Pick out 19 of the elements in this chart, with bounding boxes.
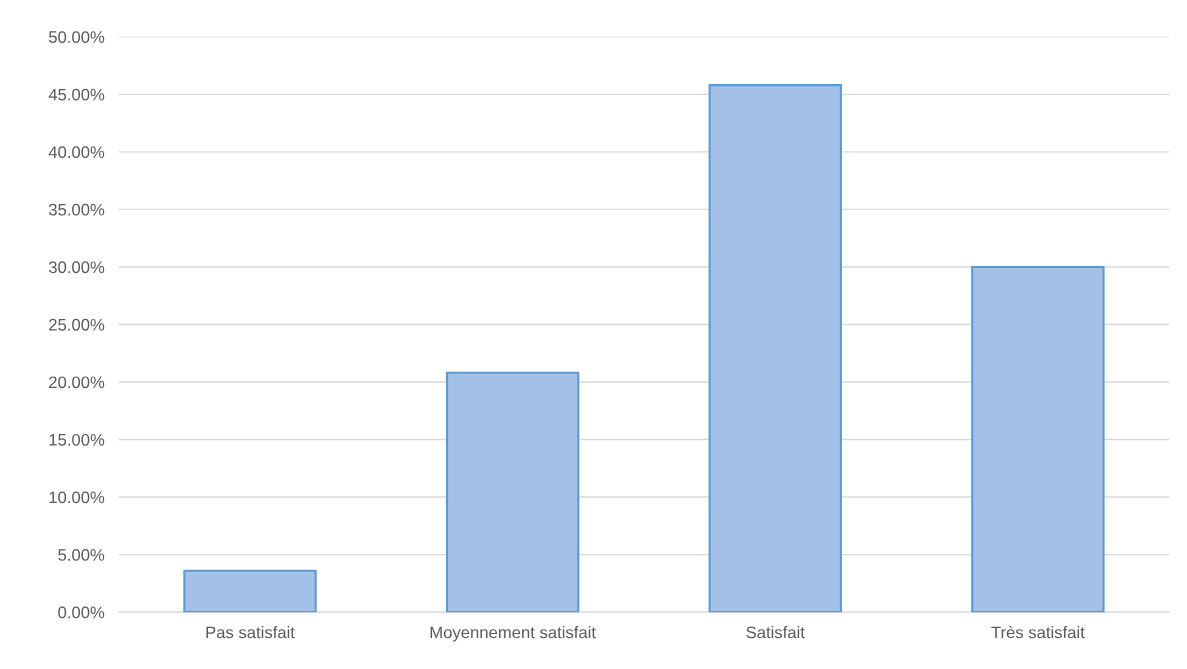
- bar: [183, 569, 317, 613]
- x-tick-label: Satisfait: [746, 626, 805, 639]
- y-tick-label: 45.00%: [48, 88, 105, 101]
- x-tick-label: Très satisfait: [991, 625, 1085, 639]
- y-tick-label: 25.00%: [49, 318, 105, 331]
- bar: [971, 265, 1105, 613]
- y-tick-label: 15.00%: [49, 433, 105, 446]
- y-tick-label: 20.00%: [49, 376, 105, 389]
- y-tick-label: 0.00%: [58, 606, 105, 619]
- y-tick-label: 40.00%: [48, 146, 105, 159]
- y-tick-label: 5.00%: [58, 549, 105, 561]
- y-tick-label: 30.00%: [48, 261, 105, 274]
- bar: [708, 84, 842, 613]
- bar: [445, 371, 580, 613]
- y-tick-label: 10.00%: [49, 491, 105, 504]
- y-tick-label: 35.00%: [48, 203, 105, 216]
- x-tick-label: Pas satisfait: [206, 626, 295, 639]
- x-tick-label: Moyennement satisfait: [430, 626, 596, 642]
- y-tick-label: 50.00%: [48, 31, 105, 43]
